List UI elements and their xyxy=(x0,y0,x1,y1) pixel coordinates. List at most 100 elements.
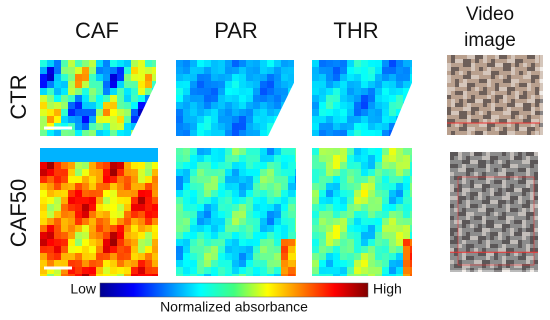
photo-pixel xyxy=(462,260,466,264)
photo-pixel xyxy=(471,123,475,127)
photo-pixel xyxy=(523,123,527,127)
pixel xyxy=(326,74,333,81)
photo-pixel xyxy=(514,256,518,260)
photo-pixel xyxy=(462,208,466,212)
photo-pixel xyxy=(483,83,487,87)
pixel xyxy=(281,60,288,67)
pixel xyxy=(288,67,294,74)
pixel xyxy=(68,162,75,169)
pixel xyxy=(124,211,131,218)
pixel xyxy=(75,88,82,95)
photo-pixel xyxy=(527,99,531,103)
photo-pixel xyxy=(467,91,471,95)
pixel xyxy=(68,102,75,109)
pixel xyxy=(124,148,131,155)
pixel xyxy=(176,155,183,162)
photo-pixel xyxy=(530,224,534,228)
photo-pixel xyxy=(506,204,510,208)
photo-pixel xyxy=(463,59,467,63)
pixel xyxy=(333,109,340,116)
photo-pixel xyxy=(447,63,451,67)
pixel xyxy=(396,239,403,246)
pixel xyxy=(211,253,218,260)
photo-pixel xyxy=(474,252,478,256)
photo-pixel xyxy=(494,156,498,160)
pixel xyxy=(75,102,82,109)
pixel xyxy=(389,239,396,246)
pixel xyxy=(260,169,267,176)
photo-pixel xyxy=(463,71,467,75)
photo-pixel xyxy=(490,220,494,224)
pixel xyxy=(124,274,131,276)
photo-pixel xyxy=(458,208,462,212)
pixel xyxy=(239,246,246,253)
pixel xyxy=(260,123,267,130)
photo-pixel xyxy=(534,224,538,228)
photo-pixel xyxy=(455,71,459,75)
photo-pixel xyxy=(490,216,494,220)
pixel xyxy=(403,197,410,204)
pixel xyxy=(197,67,204,74)
photo-pixel xyxy=(511,87,515,91)
photo-pixel xyxy=(518,156,522,160)
photo-pixel xyxy=(482,160,486,164)
photo-pixel xyxy=(474,204,478,208)
pixel xyxy=(295,169,296,176)
photo-pixel xyxy=(471,99,475,103)
pixel xyxy=(145,260,152,267)
pixel xyxy=(197,211,204,218)
pixel xyxy=(204,183,211,190)
pixel xyxy=(288,116,294,123)
pixel xyxy=(319,204,326,211)
pixel xyxy=(375,232,382,239)
photo-pixel xyxy=(499,127,503,131)
pixel xyxy=(340,130,347,136)
photo-pixel xyxy=(491,99,495,103)
photo-pixel xyxy=(495,131,499,135)
pixel xyxy=(340,162,347,169)
photo-pixel xyxy=(483,67,487,71)
pixel xyxy=(288,190,295,197)
photo-pixel xyxy=(494,180,498,184)
pixel xyxy=(267,81,274,88)
photo-pixel xyxy=(502,188,506,192)
photo-pixel xyxy=(530,236,534,240)
photo-pixel xyxy=(447,99,451,103)
photo-pixel xyxy=(522,152,526,156)
photo-pixel xyxy=(534,264,538,268)
photo-pixel xyxy=(486,208,490,212)
photo-pixel xyxy=(522,232,526,236)
photo-pixel xyxy=(490,204,494,208)
photo-pixel xyxy=(534,240,538,244)
pixel xyxy=(368,274,375,276)
pixel xyxy=(138,102,145,109)
pixel xyxy=(89,67,96,74)
photo-pixel xyxy=(494,232,498,236)
pixel xyxy=(211,60,218,67)
pixel xyxy=(382,169,389,176)
pixel xyxy=(75,109,82,116)
pixel xyxy=(82,102,89,109)
pixel xyxy=(103,211,110,218)
pixel xyxy=(361,211,368,218)
pixel xyxy=(232,162,239,169)
pixel xyxy=(312,197,319,204)
pixel xyxy=(410,204,412,211)
photo-pixel xyxy=(455,87,459,91)
photo-pixel xyxy=(486,172,490,176)
photo-pixel xyxy=(486,224,490,228)
photo-pixel xyxy=(482,268,486,272)
pixel xyxy=(225,148,232,155)
photo-pixel xyxy=(486,176,490,180)
pixel xyxy=(232,267,239,274)
photo-pixel xyxy=(478,164,482,168)
photo-pixel xyxy=(450,240,454,244)
pixel xyxy=(152,162,158,169)
photo-pixel xyxy=(515,95,519,99)
pixel xyxy=(347,218,354,225)
pixel xyxy=(232,246,239,253)
photo-pixel xyxy=(462,196,466,200)
pixel xyxy=(117,67,124,74)
photo-pixel xyxy=(518,260,522,264)
photo-pixel xyxy=(482,200,486,204)
